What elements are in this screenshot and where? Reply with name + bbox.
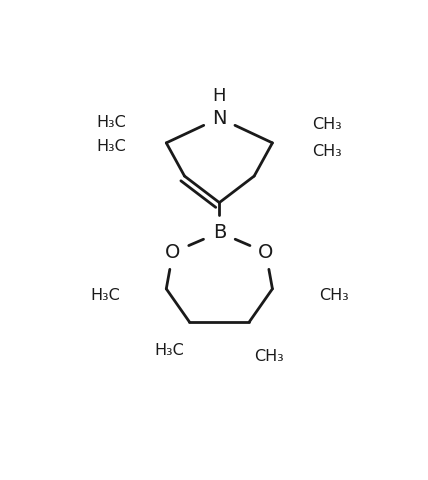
Text: CH₃: CH₃ xyxy=(312,117,342,132)
Text: CH₃: CH₃ xyxy=(312,144,342,159)
Text: CH₃: CH₃ xyxy=(319,288,349,303)
Text: B: B xyxy=(213,223,226,242)
Text: H₃C: H₃C xyxy=(155,343,184,358)
Text: O: O xyxy=(258,243,273,262)
Text: O: O xyxy=(165,243,181,262)
Text: CH₃: CH₃ xyxy=(254,349,284,364)
Text: N: N xyxy=(212,108,226,128)
Text: H: H xyxy=(213,87,226,106)
Text: H₃C: H₃C xyxy=(97,115,127,130)
Text: H₃C: H₃C xyxy=(97,139,127,154)
Text: H₃C: H₃C xyxy=(90,288,120,303)
